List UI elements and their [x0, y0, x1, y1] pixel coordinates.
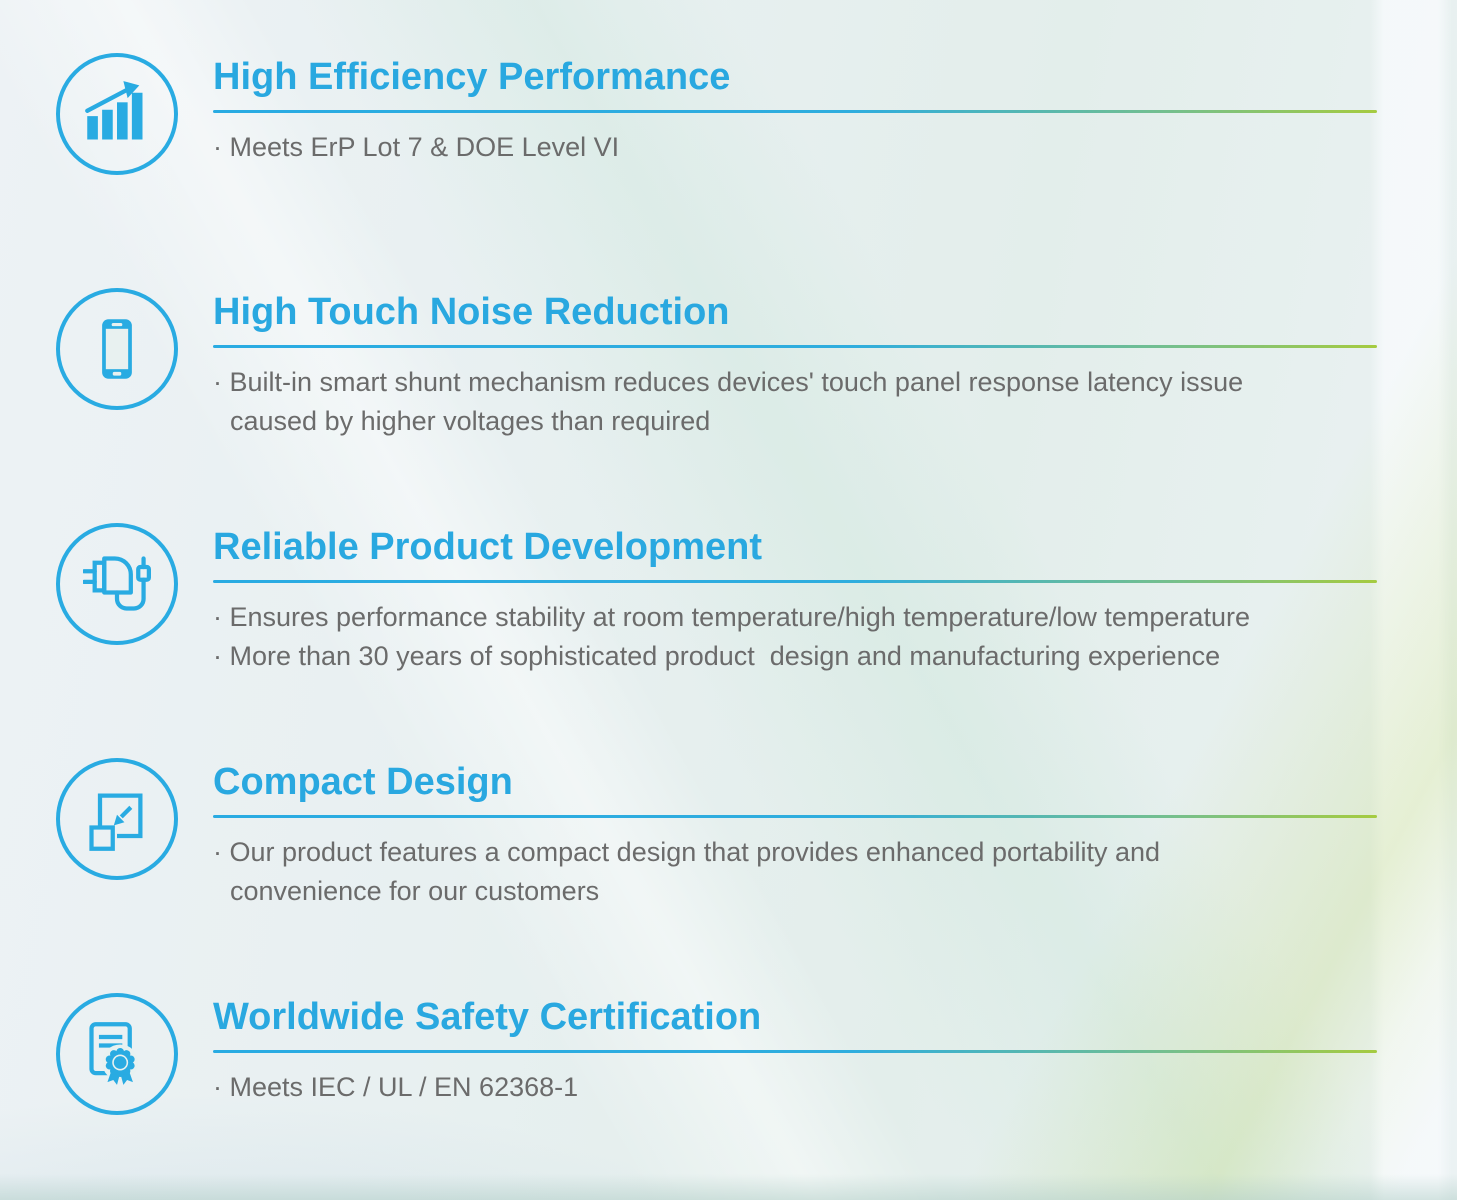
feature-bullet: · More than 30 years of sophisticated pr… [213, 641, 1221, 671]
feature-bullets: · Meets IEC / UL / EN 62368-1 [213, 1068, 1413, 1107]
smartphone-icon [56, 288, 178, 410]
compact-resize-icon [56, 758, 178, 880]
bar-chart-growth-icon [56, 53, 178, 175]
gradient-divider [213, 580, 1377, 583]
feature-bullet: · Ensures performance stability at room … [213, 602, 1250, 632]
feature-bullets: · Ensures performance stability at room … [213, 598, 1413, 676]
feature-title: High Efficiency Performance [213, 56, 731, 98]
feature-bullet-continuation: caused by higher voltages than required [230, 406, 711, 436]
gradient-divider [213, 815, 1377, 818]
feature-title: High Touch Noise Reduction [213, 291, 730, 333]
feature-title: Worldwide Safety Certification [213, 996, 762, 1038]
feature-bullets: · Meets ErP Lot 7 & DOE Level VI [213, 128, 1413, 167]
feature-bullet: · Meets ErP Lot 7 & DOE Level VI [213, 132, 620, 162]
feature-title: Compact Design [213, 761, 513, 803]
gradient-divider [213, 345, 1377, 348]
gradient-divider [213, 110, 1377, 113]
certificate-icon [56, 993, 178, 1115]
feature-bullet-continuation: convenience for our customers [230, 876, 600, 906]
feature-bullets: · Our product features a compact design … [213, 833, 1413, 911]
feature-bullet: · Meets IEC / UL / EN 62368-1 [213, 1072, 579, 1102]
feature-bullet: · Built-in smart shunt mechanism reduces… [213, 367, 1244, 397]
gradient-divider [213, 1050, 1377, 1053]
feature-title: Reliable Product Development [213, 526, 763, 568]
power-adapter-icon [56, 523, 178, 645]
feature-bullet: · Our product features a compact design … [213, 837, 1161, 867]
feature-bullets: · Built-in smart shunt mechanism reduces… [213, 363, 1413, 441]
